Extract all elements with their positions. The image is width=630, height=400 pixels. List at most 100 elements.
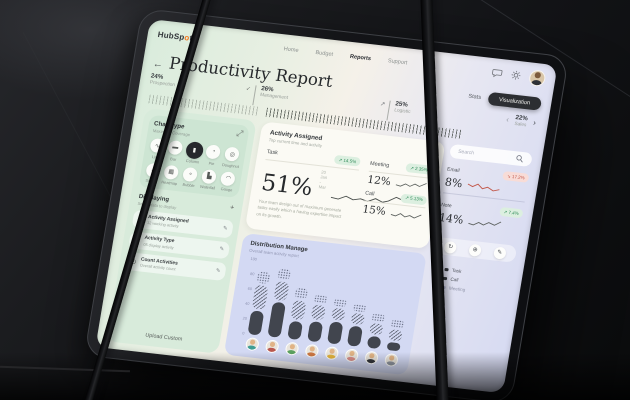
task-label: Task — [266, 148, 279, 156]
bar-segment-solid — [386, 341, 401, 352]
bar-segment-hatch — [330, 307, 346, 322]
y-tick: 20 — [242, 316, 248, 321]
y-tick: 60 — [247, 286, 253, 292]
bar-segment-hatch — [350, 312, 366, 325]
task-sparkline — [331, 195, 403, 203]
nav-home[interactable]: Home — [283, 45, 300, 54]
period-label: 20 Jan - Mar — [318, 168, 328, 190]
bar-chart-icon: ▬ — [167, 139, 184, 156]
search-input[interactable] — [455, 147, 513, 162]
divider — [386, 100, 391, 121]
stats-label: Stats — [467, 93, 482, 101]
task-trend-badge: ↗ 14.5% — [333, 154, 361, 167]
hubspot-logo[interactable]: HubSpot — [157, 30, 193, 43]
main-content: Chart type Maximum Coverage ∿Line ▬Bar ▮… — [106, 108, 533, 385]
note-value: 14% — [437, 211, 465, 227]
chart-type-panel: Chart type Maximum Coverage ∿Line ▬Bar ▮… — [138, 114, 250, 199]
chart-option-waterfall[interactable]: ▙ Waterfall — [200, 168, 219, 190]
target-icon[interactable]: ⊕ — [468, 243, 483, 257]
y-tick: 0 — [241, 331, 245, 336]
column-chart-icon: ▮ — [184, 140, 205, 160]
nav-budget[interactable]: Budget — [314, 49, 334, 58]
email-sparkline — [468, 183, 500, 192]
meeting-label: Meeting — [369, 160, 390, 169]
doughnut-chart-icon: ◎ — [224, 146, 241, 162]
bar-segment-solid — [267, 301, 287, 338]
user-avatar[interactable] — [528, 68, 547, 87]
chart-option-doughnut[interactable]: ◎ Doughnut — [222, 146, 242, 168]
bar-segment-hatch — [369, 322, 384, 336]
refresh-icon[interactable]: ↻ — [443, 240, 458, 254]
email-metric: Email ↘ 17.2% 8% — [443, 164, 530, 203]
prev-chevron-icon[interactable]: ‹ — [505, 114, 510, 124]
bar-segment-solid — [307, 320, 324, 343]
divider — [252, 85, 257, 106]
visualization-button[interactable]: Visualization — [486, 91, 543, 111]
sales-stepper: ‹ 22% Sales › — [505, 113, 537, 129]
edit-icon[interactable]: ✎ — [492, 245, 507, 260]
bar-segment-dots — [276, 267, 292, 281]
expand-icon[interactable] — [236, 130, 244, 138]
settings-gear-icon[interactable] — [510, 69, 523, 81]
bar-segment-solid — [247, 309, 265, 336]
bar-segment-dots — [293, 287, 309, 300]
meeting-sparkline — [396, 183, 428, 187]
chart-option-pie[interactable]: ◔ Pie — [204, 144, 223, 166]
tablet-screen: HubSpot Home Budget Reports Support ← Pr… — [95, 19, 558, 394]
edit-icon[interactable]: ✎ — [222, 225, 229, 232]
floor-shadow — [0, 352, 630, 400]
bar-column[interactable] — [304, 293, 328, 359]
next-chevron-icon[interactable]: › — [532, 117, 537, 127]
sidebar: Chart type Maximum Coverage ∿Line ▬Bar ▮… — [106, 108, 257, 354]
waterfall-chart-icon: ▙ — [201, 168, 218, 184]
gauge-chart-icon: ◠ — [220, 170, 237, 187]
email-value: 8% — [443, 175, 464, 191]
bar-segment-hatch — [273, 280, 290, 301]
upload-custom-button[interactable]: Upload Custom — [144, 332, 183, 343]
email-label: Email — [446, 166, 461, 174]
bar-segment-solid — [326, 321, 344, 345]
chat-icon[interactable] — [491, 67, 504, 79]
chart-option-gauge[interactable]: ◠ Gauge — [218, 170, 238, 193]
call-trend-badge: ↗ 5.13% — [400, 193, 428, 205]
task-value: 51% — [259, 169, 315, 201]
member-avatar — [244, 336, 260, 352]
heatmap-chart-icon: ▦ — [163, 164, 180, 180]
pie-chart-icon: ◔ — [205, 144, 222, 160]
edit-icon[interactable]: ✎ — [218, 246, 225, 254]
back-arrow-icon[interactable]: ← — [151, 58, 164, 71]
bar-segment-dots — [255, 271, 271, 285]
bar-segment-hatch — [310, 303, 327, 321]
bubble-chart-icon: ∘ — [182, 166, 199, 182]
bar-segment-solid — [287, 321, 303, 341]
center-column: Activity Assigned Top current time and a… — [223, 121, 446, 376]
tablet-device: HubSpot Home Budget Reports Support ← Pr… — [83, 8, 570, 400]
y-tick: 100 — [250, 256, 258, 262]
right-panel: Email ↘ 17.2% 8% Note ↗ 7.4% — [413, 143, 533, 385]
email-trend-badge: ↘ 17.2% — [502, 170, 530, 183]
arrow-up-right-icon: ↗ — [379, 101, 386, 109]
nav-reports[interactable]: Reports — [349, 53, 372, 62]
bar-segment-solid — [346, 325, 364, 347]
bar-segment-hatch — [388, 329, 403, 342]
bar-column[interactable] — [284, 287, 309, 356]
header-icons — [490, 65, 547, 87]
stats-control: Stats Visualization — [467, 90, 543, 111]
nav-support[interactable]: Support — [387, 57, 408, 66]
chart-option-bubble[interactable]: ∘ Bubble — [180, 166, 200, 188]
call-value: 15% — [361, 203, 387, 218]
meeting-value: 12% — [366, 173, 392, 188]
bar-segment-hatch — [251, 285, 269, 310]
call-sparkline — [391, 212, 422, 219]
search-box[interactable] — [449, 143, 533, 168]
chart-option-column[interactable]: ▮ Column — [184, 140, 205, 164]
note-trend-badge: ↗ 7.4% — [498, 206, 524, 219]
bar-segment-solid — [366, 335, 382, 350]
kpi-sales: 22% Sales — [513, 114, 529, 129]
bar-segment-dots — [371, 312, 386, 323]
chart-option-heatmap[interactable]: ▦ Heatmap — [161, 164, 180, 186]
note-label: Note — [440, 201, 453, 209]
edit-icon[interactable]: ✎ — [215, 267, 221, 275]
add-button[interactable]: + — [229, 204, 235, 212]
